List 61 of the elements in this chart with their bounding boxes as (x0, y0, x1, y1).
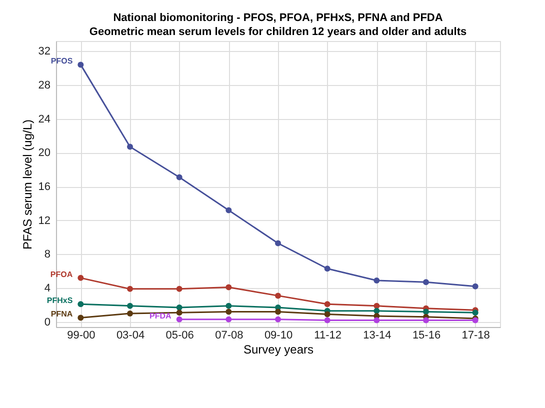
point (226, 207, 232, 214)
point (226, 284, 232, 290)
point (127, 310, 133, 316)
point (374, 302, 380, 309)
y-tick-label: 4 (44, 282, 50, 295)
point (176, 286, 182, 292)
point (423, 308, 429, 315)
point (423, 279, 429, 286)
point (176, 316, 182, 322)
point (78, 274, 84, 281)
y-tick-label: 0 (44, 316, 50, 328)
x-tick-label: 15-16 (412, 330, 441, 342)
x-tick-label: 03-04 (116, 330, 145, 342)
series-label: PFNA (50, 310, 73, 319)
x-tick-label: 17-18 (462, 330, 490, 342)
y-tick-label: 8 (44, 248, 50, 261)
x-tick-label: 05-06 (166, 330, 194, 342)
series-label: PFOS (50, 56, 74, 66)
point (374, 308, 380, 314)
point (324, 311, 330, 318)
point (226, 302, 232, 309)
x-tick-label: 99-00 (67, 330, 96, 342)
chart-subtitle: Geometric mean serum levels for children 12 years and older and adults (89, 26, 467, 38)
y-tick-label: 20 (38, 147, 50, 160)
x-tick-label: 07-08 (215, 330, 244, 342)
point (374, 317, 380, 324)
y-tick-label: 28 (38, 80, 50, 92)
y-tick-label: 12 (38, 214, 50, 227)
point (275, 308, 281, 315)
point (78, 314, 84, 321)
x-tick-label: 11-12 (314, 330, 342, 342)
x-tick-label: 09-10 (264, 330, 293, 342)
point (127, 286, 133, 292)
point (78, 301, 84, 308)
point (472, 310, 478, 316)
point (176, 310, 182, 316)
point (226, 316, 232, 322)
point (374, 277, 380, 284)
point (176, 174, 182, 180)
point (275, 292, 281, 299)
point (275, 316, 281, 322)
point (324, 266, 330, 272)
y-tick-label: 24 (38, 113, 50, 126)
point (127, 144, 133, 150)
series-label: PFHxS (46, 296, 74, 306)
point (324, 301, 330, 308)
x-axis-title: Survey years (243, 342, 314, 356)
point (226, 308, 232, 315)
y-tick-label: 32 (38, 46, 50, 58)
chart-title: National biomonitoring - PFOS, PFOA, PFHxS, PFNA and PFDA (113, 12, 443, 24)
point (472, 283, 478, 290)
point (324, 317, 330, 324)
series-label: PFOA (50, 270, 73, 279)
x-tick-label: 13-14 (363, 330, 392, 342)
y-tick-label: 16 (38, 181, 50, 194)
series-label: PFDA (150, 311, 172, 320)
point (275, 240, 281, 246)
point (127, 302, 133, 309)
point (78, 62, 84, 68)
y-axis-title: PFAS serum level (ug/L) (20, 119, 34, 250)
point (423, 317, 429, 324)
